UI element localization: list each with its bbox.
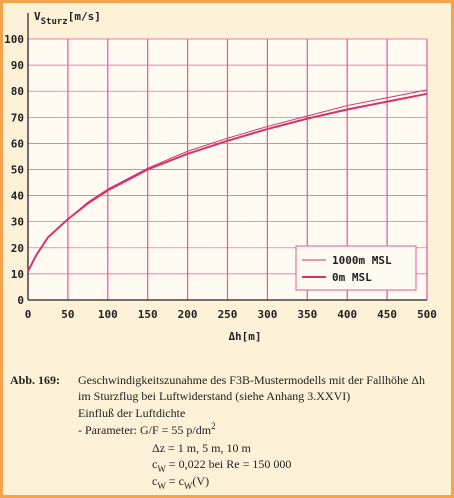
caption-label: Abb. 169: <box>10 373 60 387</box>
text-part: = 0,022 bei Re = 150 000 <box>166 457 292 471</box>
caption-line: im Sturzflug bei Luftwiderstand (siehe A… <box>78 389 350 403</box>
y-tick-label: 30 <box>11 216 24 229</box>
y-tick-label: 100 <box>4 33 24 46</box>
superscript: 2 <box>211 421 216 431</box>
caption-line: Δz = 1 m, 5 m, 10 m <box>152 441 251 455</box>
y-tick-label: 90 <box>11 59 24 72</box>
caption-line: Geschwindigkeitszunahme des F3B-Mustermo… <box>78 373 425 387</box>
x-tick-label: 350 <box>297 308 317 321</box>
series-line <box>27 92 428 272</box>
y-axis-label: VSturz​[m/s] <box>34 10 101 27</box>
x-tick-label: 250 <box>218 308 238 321</box>
x-axis-label: Δh[m] <box>228 330 261 343</box>
text-part: c <box>152 474 157 488</box>
legend-box <box>295 245 417 291</box>
text-part: [m/s] <box>68 10 101 23</box>
x-tick-label: 450 <box>377 308 397 321</box>
caption-line: Einfluß der Luftdichte <box>78 406 185 420</box>
text-part: im Sturzflug bei Luftwiderstand (siehe A… <box>78 389 350 403</box>
text-part: Einfluß der Luftdichte <box>78 406 185 420</box>
x-tick-label: 200 <box>178 308 198 321</box>
text-part: (V) <box>192 474 209 488</box>
caption-line: cW​ = cW​(V) <box>152 474 209 491</box>
subscript: W <box>157 464 166 474</box>
x-tick-label: 400 <box>337 308 357 321</box>
text-part: c <box>152 457 157 471</box>
caption-line: cW​ = 0,022 bei Re = 150 000 <box>152 457 291 474</box>
y-tick-label: 50 <box>11 164 24 177</box>
subscript: Sturz <box>41 17 68 27</box>
text-part: = c <box>166 474 184 488</box>
x-tick-label: 500 <box>417 308 437 321</box>
caption-line: - Parameter: G/F = 55 p/dm2​ <box>78 421 216 437</box>
text-part: V <box>34 10 41 23</box>
legend-label: 0m MSL <box>332 271 372 284</box>
text-part: Δz = 1 m, 5 m, 10 m <box>152 441 251 455</box>
y-tick-label: 40 <box>11 190 24 203</box>
y-tick-label: 80 <box>11 85 24 98</box>
x-tick-label: 50 <box>61 308 74 321</box>
y-tick-label: 10 <box>11 268 24 281</box>
y-tick-label: 20 <box>11 242 24 255</box>
x-tick-label: 100 <box>98 308 118 321</box>
text-part: Geschwindigkeitszunahme des F3B-Mustermo… <box>78 373 425 387</box>
x-tick-label: 150 <box>138 308 158 321</box>
legend-label: 1000m MSL <box>332 254 392 267</box>
y-tick-label: 60 <box>11 137 24 150</box>
y-tick-label: 0 <box>17 294 24 307</box>
subscript: W <box>157 481 166 491</box>
x-tick-label: 0 <box>25 308 32 321</box>
subscript: W <box>184 481 193 491</box>
y-tick-label: 70 <box>11 111 24 124</box>
x-tick-label: 300 <box>257 308 277 321</box>
text-part: - Parameter: G/F = 55 p/dm <box>78 423 212 437</box>
